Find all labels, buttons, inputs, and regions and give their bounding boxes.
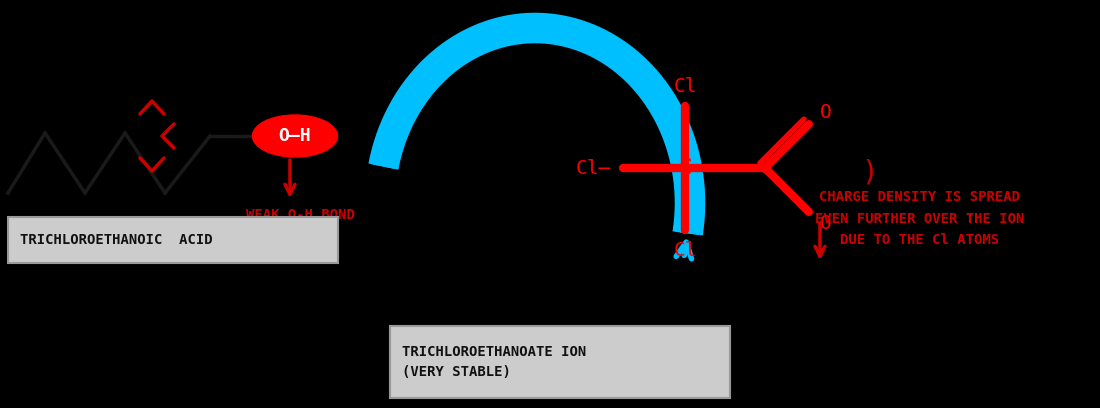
Text: Cl: Cl [673, 240, 696, 259]
FancyBboxPatch shape [390, 326, 730, 398]
Text: TRICHLOROETHANOIC  ACID: TRICHLOROETHANOIC ACID [20, 233, 212, 247]
Text: Cl: Cl [673, 77, 696, 95]
Text: O: O [820, 214, 832, 233]
Text: Cl—: Cl— [575, 158, 611, 177]
Text: ): ) [861, 159, 879, 187]
FancyBboxPatch shape [8, 217, 338, 263]
Text: TRICHLOROETHANOATE ION
(VERY STABLE): TRICHLOROETHANOATE ION (VERY STABLE) [402, 345, 586, 379]
Ellipse shape [253, 115, 338, 157]
Text: O—H: O—H [278, 127, 311, 145]
Text: CHARGE DENSITY IS SPREAD
EVEN FURTHER OVER THE ION
DUE TO THE Cl ATOMS: CHARGE DENSITY IS SPREAD EVEN FURTHER OV… [815, 190, 1025, 247]
Text: C: C [679, 158, 692, 178]
Text: O: O [820, 103, 832, 122]
Text: C: C [758, 158, 772, 178]
Text: WEAK O-H BOND: WEAK O-H BOND [245, 208, 354, 222]
